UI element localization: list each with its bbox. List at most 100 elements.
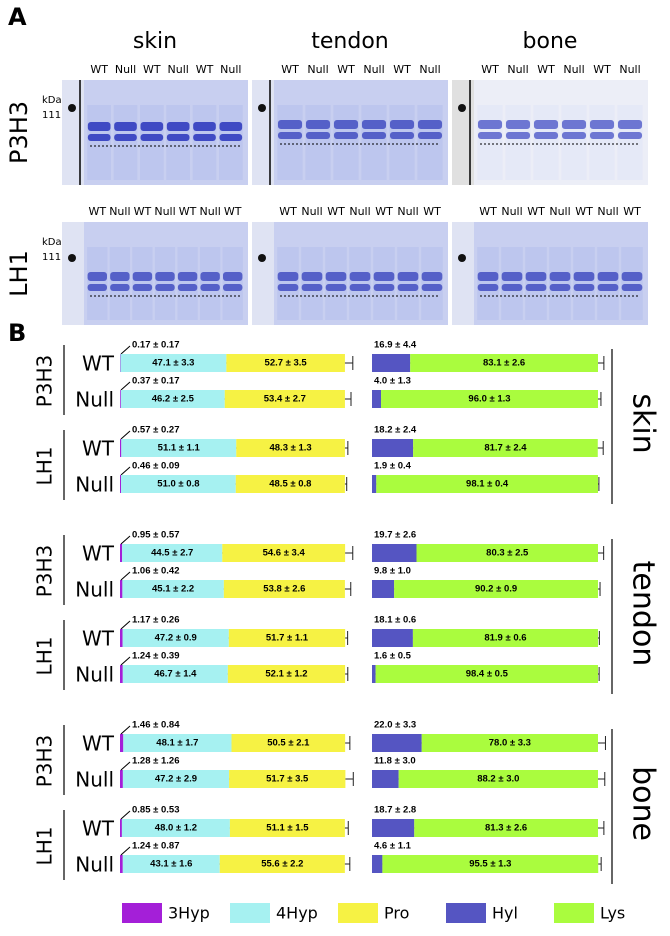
lane-label: WT [337,63,355,76]
bar-segment [375,665,598,683]
band [397,272,419,281]
value-label: 0.17 ± 0.17 [132,340,179,351]
value-label: 53.4 ± 2.7 [264,394,306,405]
kda-label: kDa [42,95,62,106]
lane [505,105,531,180]
error-bar [345,736,351,750]
band [177,284,198,291]
bar-segment [229,819,345,837]
bar-segment [222,544,346,562]
band [223,272,243,281]
band [305,120,331,129]
band [132,272,153,281]
value-label: 95.5 ± 1.3 [469,859,511,870]
lane-label: WT [593,63,611,76]
lane [113,105,138,180]
lane-label: Null [307,63,328,76]
well-marker [458,254,466,262]
lane-label: WT [224,205,242,218]
bar-segment [122,855,220,873]
value-label: 4.6 ± 1.1 [374,841,412,852]
band [389,132,415,139]
band [361,132,387,139]
error-bar [345,631,349,645]
band [561,132,587,139]
lane [549,247,571,320]
band [549,284,571,291]
gene-label: P3H3 [33,355,57,408]
lane-label: WT [575,205,593,218]
band [589,132,615,139]
bar-segment [231,734,346,752]
lane-label: WT [281,63,299,76]
value-label: 83.1 ± 2.6 [483,358,525,369]
bar-segment [372,354,411,372]
genotype-label: Null [75,663,114,687]
value-label: 0.37 ± 0.17 [132,376,179,387]
legend-swatch [446,903,486,923]
lane-label: WT [88,205,106,218]
value-label: 98.1 ± 0.4 [466,479,509,490]
bar-segment [120,580,123,598]
band [621,284,643,291]
genotype-label: WT [82,627,115,651]
value-label: 47.2 ± 2.9 [155,774,197,785]
legend-swatch [554,903,594,923]
bar-segment [120,629,123,647]
well-marker [68,254,76,262]
tissue-label: bone [626,766,661,841]
genotype-label: Null [75,853,114,877]
bar-segment [372,629,413,647]
lane-label: WT [90,63,108,76]
bar-segment [223,580,345,598]
band [389,120,415,129]
error-bar [598,772,606,786]
lane [218,105,243,180]
lane [177,247,198,320]
value-label: 51.0 ± 0.8 [157,479,199,490]
label-leader [120,571,131,581]
band [597,284,619,291]
band [277,272,299,281]
genotype-label: Null [75,388,114,412]
value-label: 80.3 ± 2.5 [486,548,529,559]
value-label: 0.85 ± 0.53 [132,805,179,816]
band [549,272,571,281]
label-leader [120,656,131,666]
lane-label: Null [220,63,241,76]
error-bar [345,667,349,681]
bar-segment [120,855,123,873]
lane-label: Null [619,63,640,76]
band [333,132,359,139]
lane-label: WT [623,205,641,218]
bar-segment [421,734,598,752]
value-label: 81.7 ± 2.4 [484,443,527,454]
lane [621,247,643,320]
value-label: 44.5 ± 2.7 [151,548,193,559]
value-label: 81.3 ± 2.6 [485,823,527,834]
lane [477,247,499,320]
error-bar [598,546,605,560]
lane [325,247,347,320]
error-bar [598,857,602,871]
value-label: 1.46 ± 0.84 [132,720,180,731]
lane [277,105,303,180]
lane-label: Null [507,63,528,76]
band [200,272,220,281]
lane [154,247,176,320]
value-label: 0.57 ± 0.27 [132,425,179,436]
error-bar [345,772,354,786]
lane-label: Null [563,63,584,76]
gel-edge [452,80,474,185]
bar-segment [376,475,598,493]
panel-label: B [8,319,26,347]
value-label: 48.1 ± 1.7 [156,738,198,749]
value-label: 0.95 ± 0.57 [132,530,179,541]
genotype-label: WT [82,732,115,756]
lane [597,247,619,320]
genotype-label: WT [82,437,115,461]
band [87,122,111,131]
value-label: 1.28 ± 1.26 [132,756,179,767]
lane [192,105,217,180]
bar-segment [372,544,417,562]
